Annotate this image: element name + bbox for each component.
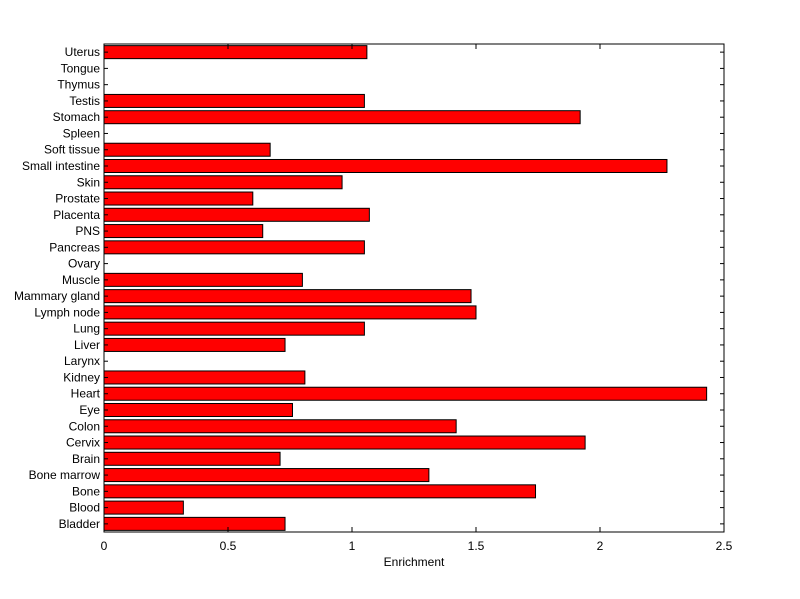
category-label-colon: Colon [69,419,100,433]
x-tick-label: 2.5 [716,539,733,553]
bar-kidney [103,370,306,385]
x-tick-label: 0 [101,539,108,553]
x-tick-label: 1 [349,539,356,553]
category-label-brain: Brain [72,452,100,466]
ticks-group [103,44,725,532]
bar-stomach [103,110,581,125]
category-label-kidney: Kidney [63,370,100,384]
plot-frame [103,43,725,533]
category-label-tongue: Tongue [61,61,101,75]
bar-brain [103,451,281,466]
bar-colon [103,419,457,434]
category-label-soft-tissue: Soft tissue [44,143,100,157]
category-label-placenta: Placenta [53,208,100,222]
category-label-skin: Skin [77,175,100,189]
category-label-lymph-node: Lymph node [34,305,100,319]
x-axis-label: Enrichment [384,555,445,569]
category-label-lung: Lung [73,322,100,336]
bar-skin [103,175,343,190]
category-label-mammary-gland: Mammary gland [14,289,100,303]
bar-bladder [103,516,286,531]
category-label-thymus: Thymus [57,78,100,92]
labels-group: Bladder Blood Bone Bone marrow Brain Cervix Co… [14,45,733,553]
category-label-spleen: Spleen [63,126,100,140]
category-label-larynx: Larynx [64,354,100,368]
bar-lung [103,321,365,336]
category-label-blood: Blood [69,501,100,515]
category-label-bone-marrow: Bone marrow [29,468,101,482]
bar-testis [103,93,365,108]
category-label-stomach: Stomach [53,110,100,124]
category-label-heart: Heart [71,387,101,401]
category-label-uterus: Uterus [65,45,100,59]
bar-cervix [103,435,586,450]
bar-heart [103,386,708,401]
x-tick-label: 1.5 [468,539,485,553]
bar-pancreas [103,240,365,255]
bar-soft-tissue [103,142,271,157]
category-label-cervix: Cervix [66,436,100,450]
bar-prostate [103,191,254,206]
category-label-pancreas: Pancreas [49,240,100,254]
category-label-pns: PNS [75,224,100,238]
category-label-testis: Testis [69,94,100,108]
bar-pns [103,224,264,239]
bar-bone [103,484,537,499]
category-label-ovary: Ovary [68,257,100,271]
bar-liver [103,337,286,352]
bar-bone-marrow [103,468,430,483]
bar-muscle [103,272,303,287]
bar-placenta [103,207,370,222]
category-label-small-intestine: Small intestine [22,159,100,173]
x-tick-label: 2 [597,539,604,553]
bar-mammary-gland [103,289,472,304]
bars-group [103,45,708,531]
bar-lymph-node [103,305,477,320]
bar-blood [103,500,184,515]
category-label-eye: Eye [79,403,100,417]
x-tick-label: 0.5 [220,539,237,553]
category-label-bone: Bone [72,484,100,498]
category-label-bladder: Bladder [59,517,100,531]
category-label-liver: Liver [74,338,100,352]
bar-uterus [103,45,368,60]
bar-small-intestine [103,158,668,174]
category-label-muscle: Muscle [62,273,100,287]
bar-eye [103,402,293,417]
category-label-prostate: Prostate [55,192,100,206]
